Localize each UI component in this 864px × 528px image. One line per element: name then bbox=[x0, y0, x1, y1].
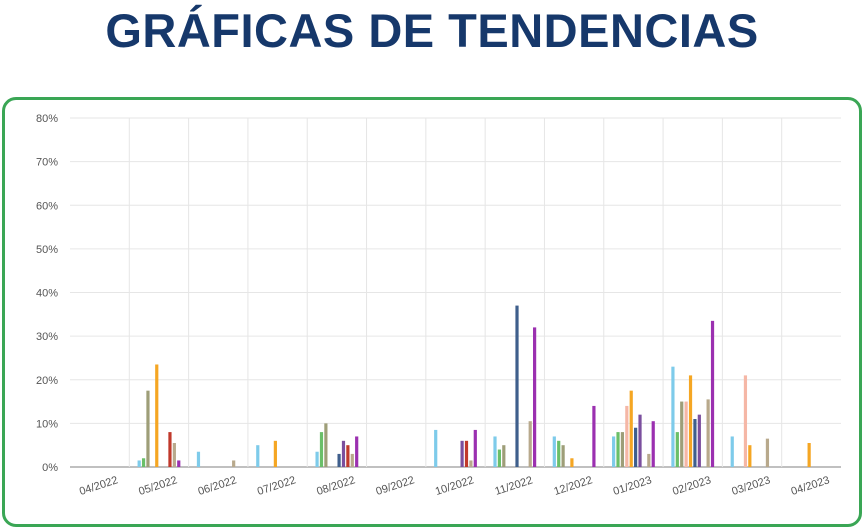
trend-chart: 0% 10% 20% 30% 40% 50% 60% 70% 80% 04/2022 05/202… bbox=[36, 113, 841, 498]
bar bbox=[337, 453, 341, 467]
bar bbox=[730, 436, 734, 467]
bar bbox=[684, 401, 688, 467]
bar-layer bbox=[137, 305, 811, 467]
bar bbox=[528, 421, 532, 467]
bar bbox=[146, 390, 150, 467]
bar bbox=[172, 443, 176, 467]
bar bbox=[620, 432, 625, 467]
x-tick-label: 02/2023 bbox=[671, 474, 713, 498]
bar bbox=[493, 436, 497, 467]
y-tick-label: 20% bbox=[36, 375, 58, 387]
bar bbox=[807, 443, 811, 467]
bar bbox=[515, 305, 519, 467]
bar bbox=[502, 445, 506, 467]
bar bbox=[634, 427, 638, 467]
bar bbox=[557, 440, 561, 467]
y-tick-label: 60% bbox=[36, 200, 58, 212]
bar bbox=[710, 320, 715, 467]
bar bbox=[629, 390, 633, 467]
bar bbox=[638, 414, 642, 467]
bar bbox=[697, 414, 701, 467]
bar bbox=[473, 429, 477, 467]
bar bbox=[743, 375, 748, 467]
bar bbox=[319, 432, 324, 467]
x-tick-label: 07/2022 bbox=[256, 474, 298, 498]
bar bbox=[350, 453, 354, 467]
bar bbox=[434, 429, 438, 467]
bar bbox=[137, 460, 141, 467]
x-tick-label: 12/2022 bbox=[552, 474, 594, 498]
bar bbox=[315, 451, 319, 467]
bar bbox=[612, 436, 616, 467]
bar bbox=[460, 440, 464, 467]
y-axis-ticks: 0% 10% 20% 30% 40% 50% 60% 70% 80% bbox=[36, 113, 58, 474]
x-tick-label: 04/2023 bbox=[790, 474, 832, 498]
x-tick-label: 03/2023 bbox=[730, 474, 772, 498]
bar bbox=[570, 458, 574, 467]
x-tick-label: 09/2022 bbox=[375, 474, 417, 498]
bar bbox=[141, 458, 146, 467]
y-tick-label: 0% bbox=[42, 462, 58, 474]
x-tick-label: 04/2022 bbox=[78, 474, 120, 498]
bar bbox=[680, 401, 684, 467]
bar bbox=[256, 445, 260, 467]
y-tick-label: 40% bbox=[36, 288, 58, 300]
bar bbox=[706, 399, 710, 467]
page-title: GRÁFICAS DE TENDENCIAS bbox=[105, 4, 759, 57]
bar bbox=[592, 405, 596, 467]
bar bbox=[196, 451, 201, 467]
bar bbox=[647, 453, 651, 467]
x-tick-label: 10/2022 bbox=[434, 474, 476, 498]
bar bbox=[324, 423, 328, 467]
bar bbox=[675, 432, 679, 467]
bar bbox=[177, 460, 181, 467]
bar bbox=[497, 449, 502, 467]
bar bbox=[168, 432, 172, 467]
bar bbox=[671, 366, 675, 467]
bar bbox=[561, 445, 565, 467]
bar bbox=[765, 438, 770, 467]
x-tick-label: 06/2022 bbox=[197, 474, 239, 498]
y-tick-label: 50% bbox=[36, 244, 58, 256]
bar bbox=[616, 432, 620, 467]
x-tick-label: 08/2022 bbox=[315, 474, 357, 498]
bar bbox=[748, 445, 752, 467]
x-tick-label: 01/2023 bbox=[612, 474, 654, 498]
bar bbox=[469, 460, 473, 467]
y-tick-label: 10% bbox=[36, 418, 58, 430]
chart-frame: 0% 10% 20% 30% 40% 50% 60% 70% 80% 04/2022 05/202… bbox=[2, 97, 862, 527]
bar bbox=[346, 445, 350, 467]
bar bbox=[273, 440, 277, 467]
grid-layer bbox=[70, 117, 841, 468]
bar bbox=[625, 405, 629, 467]
x-axis-ticks: 04/2022 05/2022 06/2022 07/2022 08/2022 09/20… bbox=[78, 474, 831, 498]
bar bbox=[464, 440, 469, 467]
y-tick-label: 70% bbox=[36, 157, 58, 169]
bar bbox=[688, 375, 693, 467]
y-tick-label: 30% bbox=[36, 331, 58, 343]
bar bbox=[155, 364, 159, 467]
bar bbox=[552, 436, 556, 467]
bar bbox=[355, 436, 359, 467]
bar bbox=[341, 440, 346, 467]
x-tick-label: 11/2022 bbox=[494, 474, 535, 497]
bar bbox=[693, 419, 697, 467]
y-tick-label: 80% bbox=[36, 113, 58, 125]
bar bbox=[651, 421, 655, 467]
x-tick-label: 05/2022 bbox=[137, 474, 179, 498]
bar bbox=[533, 327, 537, 467]
bar bbox=[232, 460, 236, 467]
